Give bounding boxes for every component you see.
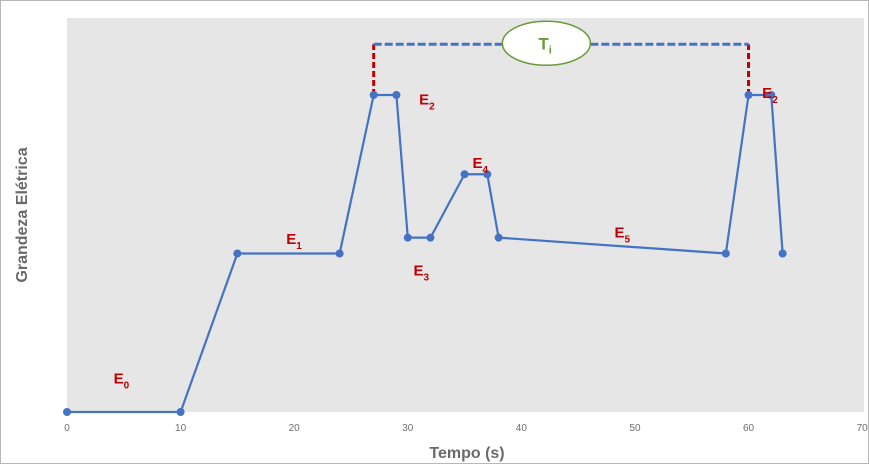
x-tick-label: 10 <box>175 423 187 434</box>
data-point <box>335 249 344 258</box>
state-label: E3 <box>413 263 429 284</box>
state-label: E4 <box>473 155 489 176</box>
data-point <box>721 249 730 258</box>
state-label: E5 <box>615 225 631 246</box>
state-labels: E0 E1 E2 E3 E4 E5 E2 <box>114 85 779 391</box>
x-tick-label: 20 <box>289 423 301 434</box>
state-label: E1 <box>286 231 302 252</box>
interval-bracket: Ti <box>372 20 751 95</box>
y-axis-title: Grandeza Elétrica <box>14 147 31 282</box>
data-point <box>483 170 492 179</box>
x-tick-label: 30 <box>402 423 414 434</box>
plot-area <box>67 18 864 412</box>
data-point <box>392 91 401 99</box>
x-tick-label: 70 <box>857 423 868 434</box>
data-point <box>744 91 753 99</box>
data-point <box>233 249 242 258</box>
state-label: E2 <box>762 85 778 106</box>
interval-label: Ti <box>538 34 551 56</box>
data-point <box>460 170 469 179</box>
interval-ellipse <box>501 20 592 67</box>
state-label: E2 <box>419 92 435 113</box>
x-axis-title: Tempo (s) <box>429 445 504 462</box>
x-tick-label: 40 <box>516 423 528 434</box>
data-point <box>426 233 435 242</box>
x-tick-label: 0 <box>64 423 70 434</box>
data-point <box>369 91 378 99</box>
x-axis-ticks: 0 10 20 30 40 50 60 70 <box>64 423 868 434</box>
data-point <box>494 233 503 242</box>
series-line-group <box>63 91 787 416</box>
data-point <box>63 408 71 416</box>
x-tick-label: 60 <box>743 423 755 434</box>
data-point <box>767 91 776 99</box>
data-point <box>176 408 185 416</box>
data-point <box>403 233 412 242</box>
state-label: E0 <box>114 370 130 391</box>
data-point <box>778 249 787 258</box>
x-tick-label: 50 <box>629 423 641 434</box>
